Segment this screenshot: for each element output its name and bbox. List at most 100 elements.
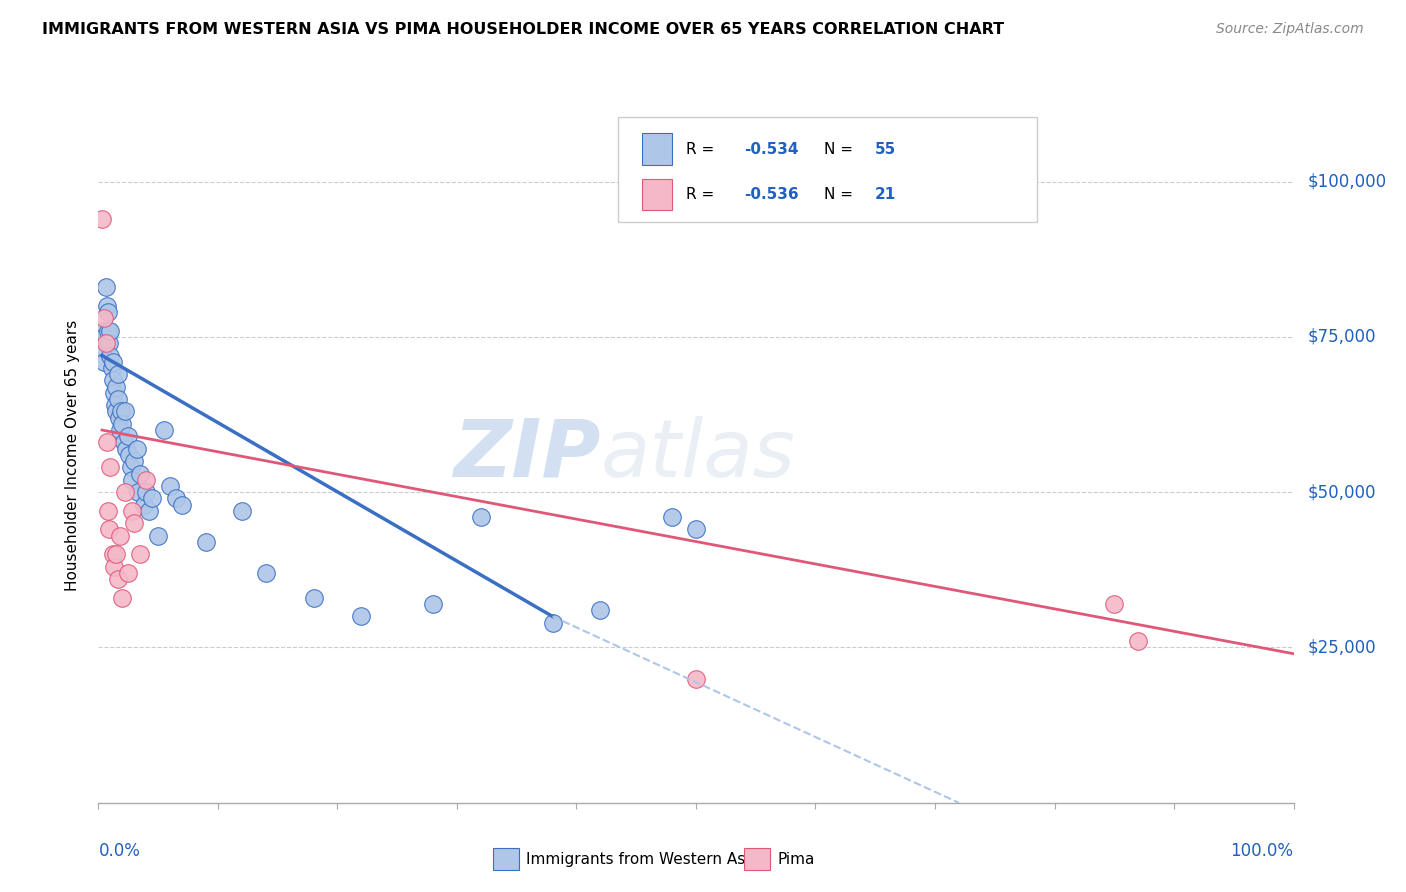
Point [231,504,253,518]
Text: $50,000: $50,000 [1308,483,1376,501]
Bar [744,848,770,871]
Point [118,448,141,462]
Point [172,498,194,512]
Point [110,404,132,418]
Point [135,485,157,500]
Point [108,529,131,543]
Point [470,510,492,524]
Point [91,343,114,357]
Point [129,547,152,561]
Point [98,336,121,351]
Point [132,498,155,512]
Point [103,559,125,574]
Point [104,398,127,412]
Point [97,324,120,338]
Point [685,672,707,686]
Point [422,597,444,611]
Point [93,330,115,344]
Point [129,467,152,481]
Point [541,615,564,630]
FancyBboxPatch shape [619,118,1036,222]
Point [107,572,129,586]
Point [96,299,118,313]
Point [98,460,122,475]
Point [96,435,118,450]
Point [589,603,612,617]
Point [117,429,139,443]
Point [254,566,277,580]
Point [120,460,142,475]
Point [103,385,125,400]
Point [98,523,121,537]
Point [111,417,134,431]
Text: N =: N = [824,142,858,157]
Point [127,485,149,500]
Bar [643,134,672,165]
Text: $25,000: $25,000 [1308,639,1376,657]
Text: -0.536: -0.536 [744,186,799,202]
Text: Source: ZipAtlas.com: Source: ZipAtlas.com [1216,22,1364,37]
Point [153,423,176,437]
Point [91,324,114,338]
Point [101,373,124,387]
Point [114,485,136,500]
Point [112,435,135,450]
Text: ZIP: ZIP [453,416,600,494]
Point [97,504,120,518]
Point [105,404,128,418]
Bar [643,178,672,210]
Text: -0.534: -0.534 [744,142,799,157]
Point [302,591,325,605]
Text: N =: N = [824,186,858,202]
Point [135,473,157,487]
Text: 21: 21 [875,186,897,202]
Point [107,410,129,425]
Point [1128,634,1150,648]
Point [107,392,129,406]
Point [93,311,115,326]
Point [115,442,138,456]
Bar [492,848,519,871]
Text: 100.0%: 100.0% [1230,842,1294,860]
Point [101,547,124,561]
Point [105,547,128,561]
Point [124,454,146,468]
Point [105,379,128,393]
Point [98,324,122,338]
Point [101,355,124,369]
Text: $75,000: $75,000 [1308,328,1376,346]
Point [107,367,129,381]
Point [108,423,131,437]
Point [98,349,122,363]
Point [148,529,170,543]
Point [117,566,139,580]
Point [121,504,143,518]
Point [111,591,134,605]
Text: 55: 55 [875,142,897,157]
Text: $100,000: $100,000 [1308,172,1386,191]
Point [194,534,217,549]
Text: Pima: Pima [778,852,814,867]
Text: Immigrants from Western Asia: Immigrants from Western Asia [526,852,759,867]
Text: atlas: atlas [600,416,796,494]
Point [94,280,117,294]
Point [97,305,120,319]
Point [94,336,117,351]
Point [91,211,114,226]
Text: IMMIGRANTS FROM WESTERN ASIA VS PIMA HOUSEHOLDER INCOME OVER 65 YEARS CORRELATIO: IMMIGRANTS FROM WESTERN ASIA VS PIMA HOU… [42,22,1004,37]
Text: R =: R = [686,186,720,202]
Text: R =: R = [686,142,720,157]
Y-axis label: Householder Income Over 65 years: Householder Income Over 65 years [65,319,80,591]
Point [138,504,160,518]
Point [124,516,146,531]
Point [685,523,707,537]
Text: 0.0%: 0.0% [98,842,141,860]
Point [100,360,122,375]
Point [165,491,187,506]
Point [350,609,373,624]
Point [159,479,181,493]
Point [141,491,163,506]
Point [661,510,683,524]
Point [114,404,136,418]
Point [125,442,148,456]
